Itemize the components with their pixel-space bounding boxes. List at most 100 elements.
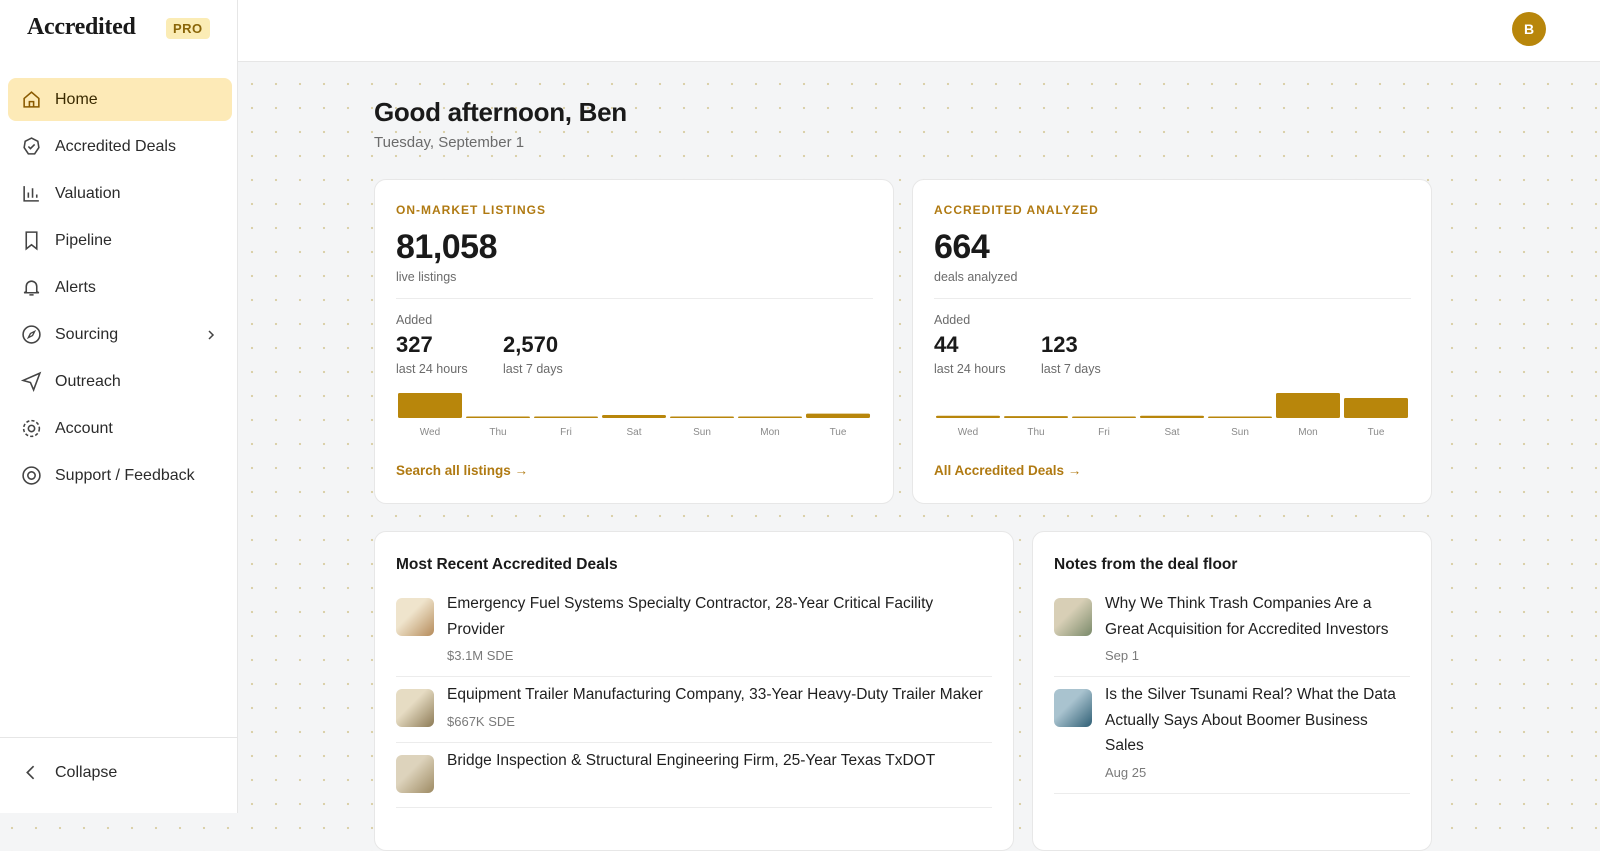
- day-label: Fri: [1098, 427, 1110, 438]
- bar: [670, 416, 734, 418]
- stat-card: ACCREDITED ANALYZED 664 deals analyzed Adde…: [912, 179, 1432, 504]
- nav-icon: [22, 419, 41, 438]
- divider: [934, 298, 1411, 299]
- greeting: Good afternoon, Ben: [374, 97, 627, 127]
- nav-label: Outreach: [55, 372, 121, 390]
- stat-link[interactable]: Search all listings →: [396, 463, 529, 478]
- day-label: Fri: [560, 427, 572, 438]
- nav-icon: [22, 466, 41, 485]
- nav-label: Home: [55, 90, 98, 108]
- divider: [396, 676, 992, 677]
- day-label: Mon: [760, 427, 779, 438]
- nav-item[interactable]: Outreach: [8, 360, 232, 403]
- day-label: Sat: [1164, 427, 1179, 438]
- item-meta: $667K SDE: [447, 713, 515, 729]
- nav-icon: [23, 137, 40, 155]
- bar: [1208, 416, 1272, 418]
- stat-link[interactable]: All Accredited Deals →: [934, 463, 1082, 478]
- stat-label: ON-MARKET LISTINGS: [396, 203, 546, 217]
- nav-label: Valuation: [55, 184, 121, 202]
- item-meta: Aug 25: [1105, 764, 1147, 780]
- stat-caption: deals analyzed: [934, 270, 1018, 284]
- nav-icon: [25, 231, 38, 251]
- bar: [466, 416, 530, 418]
- nav-label: Accredited Deals: [55, 137, 176, 155]
- bar: [1344, 398, 1408, 418]
- week-value: 123: [1041, 332, 1078, 357]
- mini-chart: Wed Thu Fri Sat Sun Mon Tue: [936, 393, 1408, 438]
- collapse-bar: Collapse: [0, 737, 237, 814]
- user-avatar[interactable]: B: [1512, 12, 1546, 46]
- bar: [738, 416, 802, 418]
- item-thumb: [1054, 689, 1092, 727]
- added-label: Added: [396, 313, 433, 327]
- item-title: Is the Silver Tsunami Real? What the Dat…: [1105, 686, 1396, 754]
- nav-label: Support / Feedback: [55, 466, 195, 484]
- bar: [806, 413, 870, 418]
- bar: [1276, 393, 1340, 418]
- divider: [396, 807, 992, 808]
- day-label: Sat: [626, 427, 641, 438]
- day-caption: last 24 hours: [396, 362, 468, 376]
- stat-caption: live listings: [396, 270, 457, 284]
- nav-label: Account: [55, 419, 113, 437]
- nav-icon: [21, 371, 42, 392]
- section-title: Notes from the deal floor: [1054, 556, 1238, 573]
- nav-item[interactable]: Alerts: [8, 266, 232, 309]
- nav-item[interactable]: Accredited Deals: [8, 125, 232, 168]
- day-caption: last 24 hours: [934, 362, 1006, 376]
- nav-chevron: [208, 329, 215, 340]
- nav-label: Alerts: [55, 278, 96, 296]
- nav-item[interactable]: Valuation: [8, 172, 232, 215]
- item-title: Equipment Trailer Manufacturing Company,…: [447, 686, 983, 703]
- bar: [1072, 416, 1136, 418]
- bar: [936, 415, 1000, 418]
- item-title: Emergency Fuel Systems Specialty Contrac…: [447, 595, 934, 638]
- item-thumb: [1054, 598, 1092, 636]
- bar: [398, 393, 462, 418]
- nav-label: Pipeline: [55, 231, 112, 249]
- item-title: Why We Think Trash Companies Are a Great…: [1105, 595, 1389, 638]
- collapse-label: Collapse: [55, 763, 118, 781]
- week-caption: last 7 days: [503, 362, 563, 376]
- stat-total: 664: [934, 228, 990, 266]
- mini-chart: Wed Thu Fri Sat Sun Mon Tue: [398, 393, 870, 438]
- stat-card: ON-MARKET LISTINGS 81,058 live listings Add…: [374, 179, 894, 504]
- bar: [534, 416, 598, 418]
- nav-icon: [22, 325, 41, 344]
- bar: [1004, 416, 1068, 418]
- nav-item[interactable]: Home: [8, 78, 232, 121]
- brand-name[interactable]: Accredited: [27, 14, 136, 40]
- nav-item[interactable]: Pipeline: [8, 219, 232, 262]
- nav-item[interactable]: Account: [8, 407, 232, 450]
- day-value: 44: [934, 332, 959, 357]
- collapse-icon: [26, 765, 35, 780]
- item-title: Bridge Inspection & Structural Engineeri…: [447, 751, 936, 769]
- sidebar: Accredited PRO Home Accredited Deals Valua…: [0, 0, 238, 813]
- day-label: Wed: [958, 427, 978, 438]
- nav-icon: [23, 91, 40, 108]
- nav-icon: [23, 186, 39, 202]
- nav-item[interactable]: Sourcing: [8, 313, 232, 356]
- nav-icon: [23, 280, 40, 296]
- week-value: 2,570: [503, 332, 559, 357]
- topbar: [238, 0, 1600, 62]
- collapse-button[interactable]: Collapse: [8, 751, 232, 794]
- item-thumb: [396, 754, 434, 793]
- day-label: Thu: [489, 427, 506, 438]
- notes-card: Notes from the deal floor Why We Think T…: [1032, 531, 1432, 851]
- brand-badge: PRO: [166, 18, 210, 39]
- day-label: Sun: [693, 427, 711, 438]
- item-meta: $3.1M SDE: [447, 648, 514, 663]
- nav-item[interactable]: Support / Feedback: [8, 454, 232, 497]
- item-thumb: [396, 689, 434, 727]
- week-caption: last 7 days: [1041, 362, 1101, 376]
- item-meta: Sep 1: [1105, 648, 1139, 663]
- divider: [396, 741, 992, 743]
- stat-total: 81,058: [396, 228, 498, 266]
- day-label: Sun: [1231, 427, 1249, 438]
- stat-label: ACCREDITED ANALYZED: [934, 203, 1099, 217]
- section-title: Most Recent Accredited Deals: [396, 556, 618, 573]
- divider: [396, 298, 873, 299]
- day-label: Wed: [420, 427, 440, 438]
